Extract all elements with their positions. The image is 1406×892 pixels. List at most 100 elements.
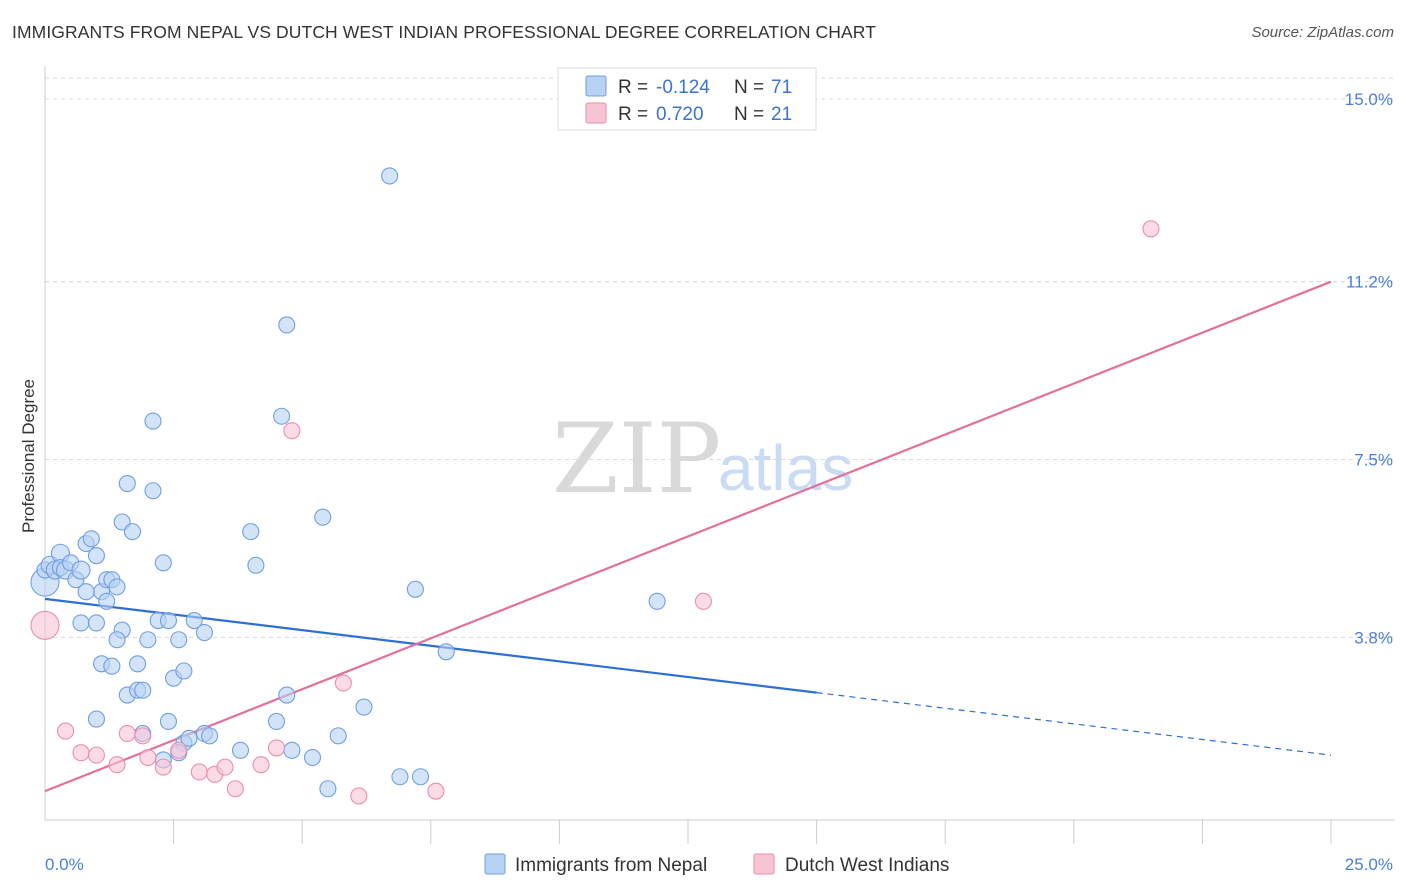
nepal-point-66 [406, 580, 424, 598]
nepal-point-55 [242, 523, 260, 541]
nepal-point-28 [108, 631, 126, 649]
nepal-point-59 [314, 508, 332, 526]
nepal-point-26 [154, 554, 172, 572]
nepal-point-65 [391, 768, 409, 786]
bottom-legend-label-nepal: Immigrants from Nepal [515, 855, 707, 876]
nepal-point-51 [231, 741, 250, 759]
watermark-atlas: atlas [718, 432, 853, 504]
legend-r-label-nepal: R = [618, 77, 648, 98]
x-tick-label-1: 25.0% [1345, 855, 1393, 874]
y-tick-label-0: 3.8% [1354, 628, 1393, 647]
dutch-point-19 [427, 782, 445, 800]
nepal-point-29 [139, 631, 157, 649]
trend-line-1 [44, 280, 1332, 793]
nepal-point-32 [170, 631, 188, 649]
dutch-point-10 [190, 763, 208, 781]
bottom-legend-swatch-nepal [484, 853, 506, 875]
dutch-point-9 [170, 741, 188, 759]
x-tick-label-0: 0.0% [45, 855, 84, 874]
nepal-point-9 [71, 560, 91, 580]
nepal-point-34 [195, 623, 214, 642]
y-tick-label-3: 15.0% [1345, 90, 1393, 109]
nepal-point-54 [283, 741, 301, 759]
dutch-point-3 [87, 746, 105, 764]
dutch-point-12 [216, 758, 234, 776]
source-credit: Source: ZipAtlas.com [1251, 24, 1394, 41]
nepal-point-37 [129, 655, 147, 673]
dutch-point-18 [350, 787, 368, 805]
nepal-point-11 [82, 530, 100, 548]
gridlines [45, 77, 1395, 638]
bottom-legend-swatch-dutch [753, 853, 775, 875]
nepal-point-53 [278, 686, 296, 704]
dutch-point-7 [139, 748, 157, 767]
chart-title: IMMIGRANTS FROM NEPAL VS DUTCH WEST INDI… [12, 22, 876, 42]
dutch-point-14 [252, 756, 270, 774]
nepal-point-62 [329, 727, 347, 745]
nepal-point-56 [247, 556, 265, 574]
tick-labels: 3.8% 7.5% 11.2% 15.0% 0.0% 25.0% [45, 90, 1393, 874]
trend-line-extension-0 [816, 692, 1332, 756]
dutch-point-2 [72, 744, 90, 762]
dutch-point-13 [226, 780, 244, 798]
dutch-point-20 [694, 592, 712, 610]
legend-n-label-nepal: N = [734, 77, 764, 98]
nepal-point-16 [87, 614, 105, 632]
dutch-point-16 [283, 422, 301, 440]
y-tick-label-1: 7.5% [1354, 451, 1393, 470]
legend-n-value-nepal: 71 [771, 77, 792, 98]
axes [44, 66, 1395, 844]
y-axis-label: Professional Degree [19, 379, 38, 533]
nepal-point-33 [185, 611, 203, 630]
legend-r-value-dutch: 0.720 [656, 104, 704, 125]
nepal-point-14 [72, 614, 90, 632]
legend-n-label-dutch: N = [734, 104, 764, 125]
bottom-legend-label-dutch: Dutch West Indians [785, 855, 949, 876]
dutch-point-8 [154, 758, 172, 776]
watermark-zip: ZIP [552, 403, 721, 515]
nepal-point-42 [134, 681, 152, 699]
nepal-point-60 [303, 748, 322, 767]
watermark: ZIP atlas [552, 403, 853, 515]
legend-swatch-nepal [585, 75, 607, 97]
nepal-point-69 [648, 592, 666, 610]
nepal-point-20 [98, 592, 116, 610]
nepal-point-25 [144, 482, 162, 500]
nepal-point-68 [437, 643, 455, 661]
dutch-point-15 [267, 739, 286, 757]
dutch-point-6 [134, 727, 152, 745]
nepal-point-43 [87, 710, 105, 728]
nepal-point-47 [201, 727, 219, 745]
dutch-point-17 [334, 674, 352, 692]
dutch-point-4 [108, 756, 126, 774]
nepal-point-31 [159, 611, 178, 630]
nepal-point-58 [278, 316, 296, 334]
nepal-point-64 [381, 167, 399, 185]
dutch-point-0 [30, 610, 60, 640]
nepal-point-24 [144, 412, 162, 430]
nepal-point-15 [77, 583, 95, 601]
dutch-point-1 [57, 722, 75, 740]
dutch-point-5 [118, 724, 136, 743]
legend-r-label-dutch: R = [618, 104, 648, 125]
data-points [30, 167, 1160, 805]
nepal-point-70 [180, 729, 198, 747]
nepal-point-57 [273, 407, 291, 425]
nepal-point-63 [355, 698, 373, 716]
nepal-point-52 [267, 712, 286, 731]
bottom-legend: Immigrants from Nepal Dutch West Indians [484, 853, 949, 876]
legend-swatch-dutch [585, 102, 607, 124]
nepal-point-19 [108, 578, 126, 596]
legend-n-value-dutch: 21 [771, 104, 792, 125]
legend-r-value-nepal: -0.124 [656, 77, 710, 98]
legend: R = -0.124 N = 71 R = 0.720 N = 21 [557, 67, 817, 131]
dutch-point-21 [1142, 220, 1160, 238]
y-tick-label-2: 11.2% [1346, 273, 1393, 292]
nepal-point-39 [175, 662, 193, 680]
nepal-point-22 [123, 523, 141, 541]
nepal-point-61 [319, 780, 337, 798]
nepal-point-12 [87, 547, 105, 565]
nepal-point-23 [118, 474, 136, 493]
trend-lines [44, 280, 1332, 793]
